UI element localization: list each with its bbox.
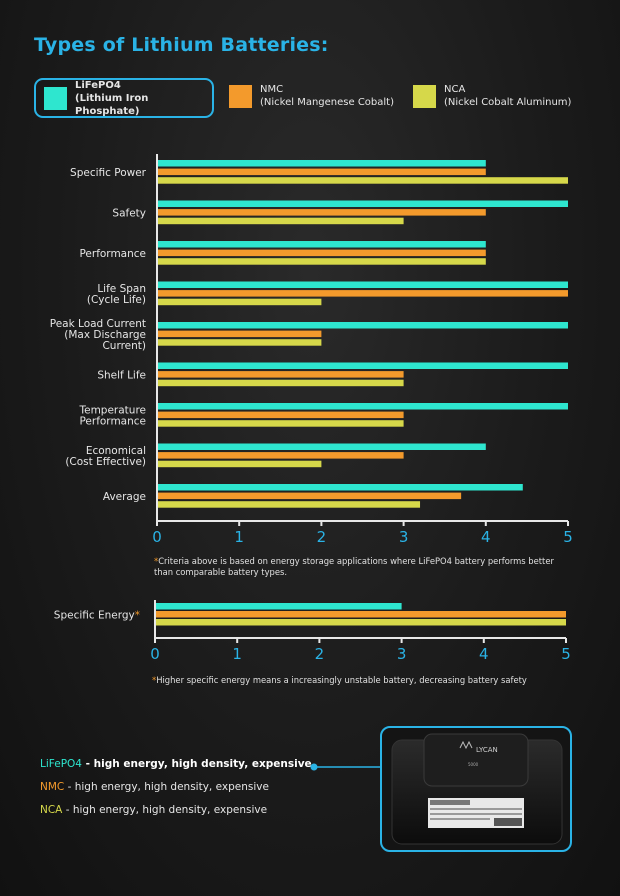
bar-nca [158, 298, 322, 306]
specific-energy-footnote: *Higher specific energy means a increasi… [152, 675, 527, 685]
x-tick-label: 4 [479, 645, 489, 663]
legend-sublabel: (Lithium Iron Phosphate) [75, 92, 149, 117]
product-brand: LYCAN [476, 746, 498, 754]
category-label: (Cost Effective) [65, 456, 146, 468]
bar-nca [158, 501, 421, 508]
product-model: 5000 [468, 762, 479, 767]
criteria-bar-chart: 0 1 2 3 4 5 Specific Power Safety Performance Lif… [50, 154, 573, 546]
bar-nmc [158, 492, 462, 500]
x-tick-label: 1 [234, 528, 244, 546]
bar-nmc [158, 330, 322, 338]
bar-lifepo4 [158, 241, 486, 248]
bar-lifepo4 [158, 200, 568, 207]
bar-lifepo4 [158, 443, 486, 450]
x-tick-label: 3 [397, 645, 407, 663]
bar-nca [158, 460, 322, 468]
lycan-logo-icon [459, 740, 473, 750]
bar-nmc [158, 249, 486, 257]
bar-lifepo4 [158, 403, 568, 410]
x-tick-label: 5 [563, 528, 573, 546]
bar-nmc [158, 168, 486, 176]
bar-lifepo4 [158, 484, 523, 491]
specific-energy-bar-chart: 0 1 2 3 4 5 Specific Energy* [54, 600, 571, 663]
x-tick-label: 4 [481, 528, 491, 546]
category-label: Specific Power [70, 167, 147, 179]
category-label: Performance [79, 415, 146, 427]
legend-item-nmc: NMC (Nickel Mangenese Cobalt) [229, 83, 394, 109]
legend-swatch-nmc [229, 84, 252, 108]
chart-legend: LiFePO4 (Lithium Iron Phosphate) NMC (Ni… [0, 78, 620, 122]
criteria-footnote: *Criteria above is based on energy stora… [154, 556, 554, 577]
bar-nmc [158, 371, 404, 378]
x-tick-label: 0 [150, 645, 160, 663]
legend-swatch-lifepo4 [44, 86, 67, 110]
summary-item-nca: NCA - high energy, high density, expensi… [40, 804, 268, 816]
bar-lifepo4 [158, 160, 486, 167]
bar-lifepo4 [158, 281, 568, 288]
category-label: Current) [102, 340, 146, 352]
category-label: Safety [112, 207, 146, 219]
x-tick-label: 5 [561, 645, 571, 663]
x-tick-label: 2 [317, 528, 327, 546]
bar-nmc [156, 611, 566, 618]
battery-product-image: LYCAN 5000 [391, 733, 563, 845]
legend-swatch-nca [413, 84, 436, 108]
page-title: Types of Lithium Batteries: [34, 34, 329, 56]
bar-nmc [158, 452, 404, 459]
connector-line [310, 763, 380, 771]
bar-nca [158, 379, 404, 387]
category-label: Life Span [97, 283, 146, 295]
legend-sublabel: (Nickel Mangenese Cobalt) [260, 97, 395, 108]
category-label: Economical [86, 445, 146, 457]
x-tick-label: 3 [399, 528, 409, 546]
x-tick-label: 2 [315, 645, 325, 663]
x-tick-label: 0 [152, 528, 162, 546]
product-image-frame: LYCAN 5000 [380, 726, 572, 852]
category-label: Specific Energy* [54, 609, 140, 621]
legend-label: NMC [260, 84, 284, 95]
legend-label: NCA [444, 84, 466, 95]
bar-nca [156, 619, 566, 626]
battery-summary-list: LiFePO4 - high energy, high density, exp… [40, 758, 312, 827]
category-label: Average [103, 491, 146, 503]
bar-lifepo4 [158, 322, 568, 329]
category-label: (Cycle Life) [87, 294, 146, 306]
summary-item-nmc: NMC - high energy, high density, expensi… [40, 781, 269, 793]
bar-lifepo4 [156, 603, 402, 610]
legend-sublabel: (Nickel Cobalt Aluminum) [444, 97, 572, 108]
x-tick-label: 1 [232, 645, 242, 663]
category-label: Temperature [78, 404, 146, 416]
legend-label: LiFePO4 [75, 79, 121, 91]
bar-nca [158, 177, 568, 184]
bar-nmc [158, 290, 568, 297]
bar-nmc [158, 209, 486, 216]
bar-nca [158, 420, 404, 427]
category-label: Performance [79, 248, 146, 260]
bar-nmc [158, 411, 404, 419]
bar-nca [158, 339, 322, 346]
bar-nca [158, 217, 404, 225]
category-label: Shelf Life [97, 369, 146, 381]
bar-lifepo4 [158, 362, 568, 369]
legend-item-lifepo4: LiFePO4 (Lithium Iron Phosphate) [34, 78, 214, 118]
legend-item-nca: NCA (Nickel Cobalt Aluminum) [413, 83, 571, 109]
bar-nca [158, 258, 486, 265]
category-label: Peak Load Current [50, 318, 146, 330]
summary-item-lifepo4: LiFePO4 - high energy, high density, exp… [40, 758, 312, 770]
category-label: (Max Discharge [64, 329, 146, 341]
